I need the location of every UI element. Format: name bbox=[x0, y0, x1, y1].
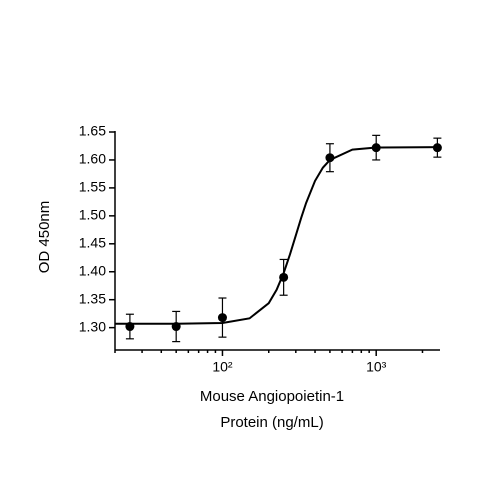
y-tick-label: 1.45 bbox=[79, 234, 106, 250]
data-point bbox=[171, 322, 181, 332]
x-axis-label: Protein (ng/mL) bbox=[220, 414, 323, 431]
y-tick-label: 1.40 bbox=[79, 262, 106, 278]
x-tick-label: 10² bbox=[212, 359, 233, 375]
data-point bbox=[217, 313, 227, 323]
y-axis-label: OD 450nm bbox=[36, 201, 53, 274]
y-tick-label: 1.65 bbox=[79, 123, 106, 139]
data-point bbox=[125, 322, 135, 332]
data-point bbox=[432, 143, 442, 153]
x-axis-label: Mouse Angiopoietin-1 bbox=[200, 388, 344, 405]
y-tick-label: 1.60 bbox=[79, 151, 106, 167]
y-tick-label: 1.50 bbox=[79, 207, 106, 223]
y-tick-label: 1.55 bbox=[79, 179, 106, 195]
y-tick-label: 1.35 bbox=[79, 290, 106, 306]
data-point bbox=[371, 143, 381, 153]
data-point bbox=[325, 153, 335, 163]
fit-curve bbox=[115, 146, 441, 325]
x-tick-label: 10³ bbox=[366, 359, 387, 375]
data-point bbox=[279, 272, 289, 282]
y-tick-label: 1.30 bbox=[79, 318, 106, 334]
